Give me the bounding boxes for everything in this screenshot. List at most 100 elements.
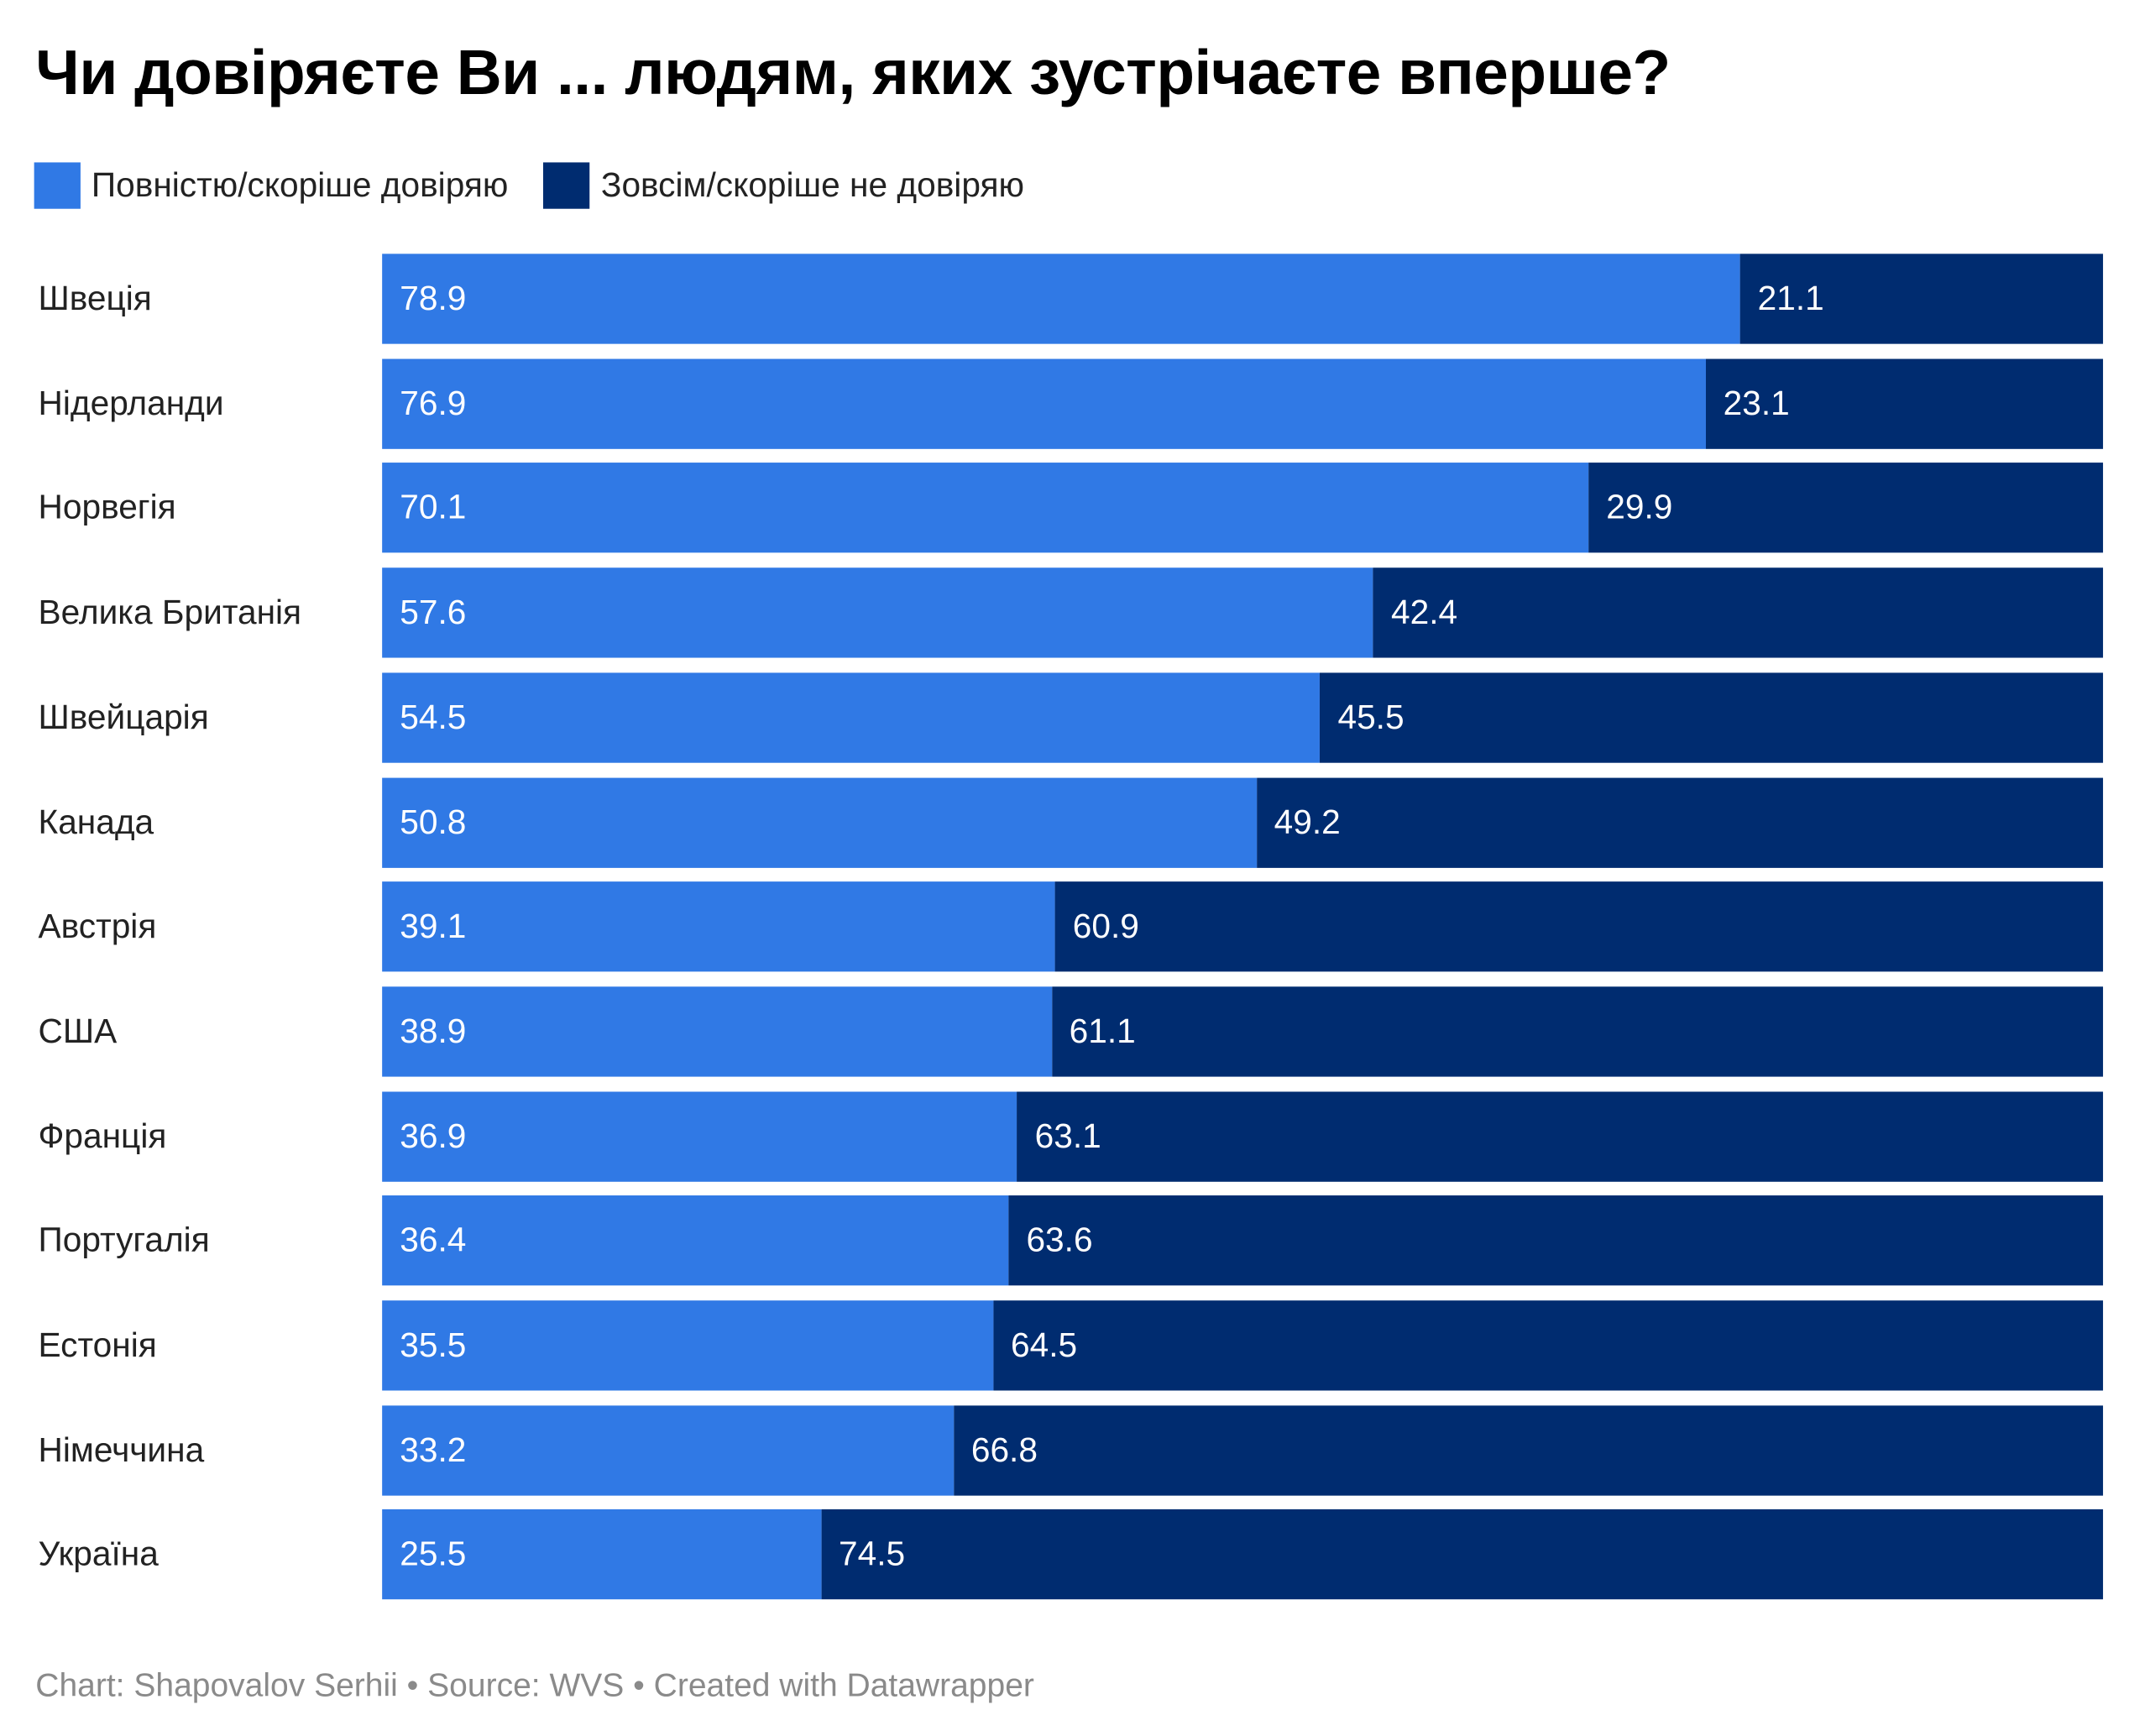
data-label: 45.5 xyxy=(1337,698,1405,737)
data-label: 49.2 xyxy=(1274,803,1341,842)
bar-segment-trust: 35.5 xyxy=(382,1300,993,1391)
bar-segment-trust: 36.9 xyxy=(382,1090,1017,1182)
bar-segment-distrust: 74.5 xyxy=(820,1509,2104,1600)
data-label: 60.9 xyxy=(1072,907,1139,946)
category-label: Швейцарія xyxy=(38,698,209,737)
bar-segment-trust: 70.1 xyxy=(382,463,1589,554)
data-label: 42.4 xyxy=(1391,593,1458,632)
bar-segment-distrust: 49.2 xyxy=(1256,776,2104,868)
category-label: Велика Британія xyxy=(38,593,302,632)
data-label: 57.6 xyxy=(400,593,467,632)
category-label: Канада xyxy=(38,803,154,842)
bar-row: Франція 36.9 63.1 xyxy=(0,1090,2129,1182)
bar-segment-trust: 54.5 xyxy=(382,672,1321,763)
legend-item-trust: Повністю/скоріше довіряю xyxy=(34,162,509,209)
bar-row: Австрія 39.1 60.9 xyxy=(0,881,2129,972)
data-label: 33.2 xyxy=(400,1430,467,1470)
stacked-bar: 33.2 66.8 xyxy=(382,1404,2104,1496)
category-label: Португалія xyxy=(38,1221,210,1260)
stacked-bar: 78.9 21.1 xyxy=(382,254,2104,344)
category-label: США xyxy=(38,1012,118,1051)
bar-segment-distrust: 63.6 xyxy=(1008,1195,2104,1286)
data-label: 63.6 xyxy=(1026,1221,1093,1260)
data-label: 64.5 xyxy=(1010,1326,1078,1365)
stacked-bar: 50.8 49.2 xyxy=(382,776,2104,868)
stacked-bar: 70.1 29.9 xyxy=(382,463,2104,554)
bar-segment-distrust: 60.9 xyxy=(1054,881,2104,972)
stacked-bar: 54.5 45.5 xyxy=(382,672,2104,763)
stacked-bar: 35.5 64.5 xyxy=(382,1300,2104,1391)
bar-segment-distrust: 42.4 xyxy=(1373,567,2104,658)
category-label: Австрія xyxy=(38,907,157,946)
bar-row: Україна 25.5 74.5 xyxy=(0,1509,2129,1600)
footer-credit: Chart: Shapovalov Serhii • Source: WVS •… xyxy=(35,1667,1034,1705)
bar-segment-distrust: 29.9 xyxy=(1588,463,2104,554)
bar-row: США 38.9 61.1 xyxy=(0,986,2129,1077)
bar-segment-distrust: 45.5 xyxy=(1320,672,2104,763)
data-label: 63.1 xyxy=(1034,1116,1101,1156)
bar-row: Швеція 78.9 21.1 xyxy=(0,254,2129,344)
data-label: 54.5 xyxy=(400,698,467,737)
data-label: 74.5 xyxy=(839,1535,906,1574)
data-label: 78.9 xyxy=(400,280,467,318)
category-label: Німеччина xyxy=(38,1430,205,1470)
bar-segment-distrust: 64.5 xyxy=(992,1300,2104,1391)
bar-segment-trust: 38.9 xyxy=(382,986,1052,1077)
data-label: 25.5 xyxy=(400,1535,467,1574)
bar-segment-distrust: 23.1 xyxy=(1705,358,2104,449)
category-label: Швеція xyxy=(38,280,152,318)
legend-label-trust: Повністю/скоріше довіряю xyxy=(91,165,509,205)
legend-swatch-trust xyxy=(34,162,81,209)
bar-row: Норвегія 70.1 29.9 xyxy=(0,463,2129,554)
data-label: 50.8 xyxy=(400,803,467,842)
data-label: 21.1 xyxy=(1757,280,1824,318)
bar-row: Естонія 35.5 64.5 xyxy=(0,1300,2129,1391)
data-label: 23.1 xyxy=(1723,384,1790,423)
data-label: 29.9 xyxy=(1606,489,1673,528)
bar-segment-trust: 76.9 xyxy=(382,358,1706,449)
legend: Повністю/скоріше довіряю Зовсім/скоріше … xyxy=(34,162,1060,209)
data-label: 76.9 xyxy=(400,384,467,423)
stacked-bar: 57.6 42.4 xyxy=(382,567,2104,658)
bar-segment-trust: 25.5 xyxy=(382,1509,821,1600)
bar-segment-trust: 78.9 xyxy=(382,254,1740,344)
data-label: 66.8 xyxy=(970,1430,1038,1470)
data-label: 70.1 xyxy=(400,489,467,528)
category-label: Норвегія xyxy=(38,489,176,528)
bar-segment-trust: 57.6 xyxy=(382,567,1373,658)
stacked-bar: 25.5 74.5 xyxy=(382,1509,2104,1600)
data-label: 39.1 xyxy=(400,907,467,946)
chart-title: Чи довіряєте Ви ... людям, яких зустріча… xyxy=(35,36,1671,108)
stacked-bar: 36.4 63.6 xyxy=(382,1195,2104,1286)
category-label: Україна xyxy=(38,1535,159,1574)
legend-item-distrust: Зовсім/скоріше не довіряю xyxy=(543,162,1024,209)
bar-segment-trust: 50.8 xyxy=(382,776,1257,868)
data-label: 35.5 xyxy=(400,1326,467,1365)
legend-label-distrust: Зовсім/скоріше не довіряю xyxy=(600,165,1024,205)
category-label: Нідерланди xyxy=(38,384,224,423)
stacked-bar: 36.9 63.1 xyxy=(382,1090,2104,1182)
bar-segment-distrust: 66.8 xyxy=(953,1404,2104,1496)
data-label: 36.9 xyxy=(400,1116,467,1156)
stacked-bar: 38.9 61.1 xyxy=(382,986,2104,1077)
data-label: 38.9 xyxy=(400,1012,467,1051)
bar-row: Велика Британія 57.6 42.4 xyxy=(0,567,2129,658)
stacked-bar: 39.1 60.9 xyxy=(382,881,2104,972)
stacked-bar: 76.9 23.1 xyxy=(382,358,2104,449)
bar-row: Німеччина 33.2 66.8 xyxy=(0,1404,2129,1496)
data-label: 36.4 xyxy=(400,1221,467,1260)
bar-segment-trust: 36.4 xyxy=(382,1195,1009,1286)
bar-row: Канада 50.8 49.2 xyxy=(0,776,2129,868)
bar-row: Швейцарія 54.5 45.5 xyxy=(0,672,2129,763)
bar-segment-trust: 39.1 xyxy=(382,881,1055,972)
bar-segment-distrust: 61.1 xyxy=(1051,986,2104,1077)
data-label: 61.1 xyxy=(1069,1012,1136,1051)
bar-row: Нідерланди 76.9 23.1 xyxy=(0,358,2129,449)
bar-segment-distrust: 21.1 xyxy=(1739,254,2104,344)
bar-segment-trust: 33.2 xyxy=(382,1404,954,1496)
category-label: Франція xyxy=(38,1116,167,1156)
bar-segment-distrust: 63.1 xyxy=(1017,1090,2104,1182)
legend-swatch-distrust xyxy=(543,162,590,209)
category-label: Естонія xyxy=(38,1326,157,1365)
